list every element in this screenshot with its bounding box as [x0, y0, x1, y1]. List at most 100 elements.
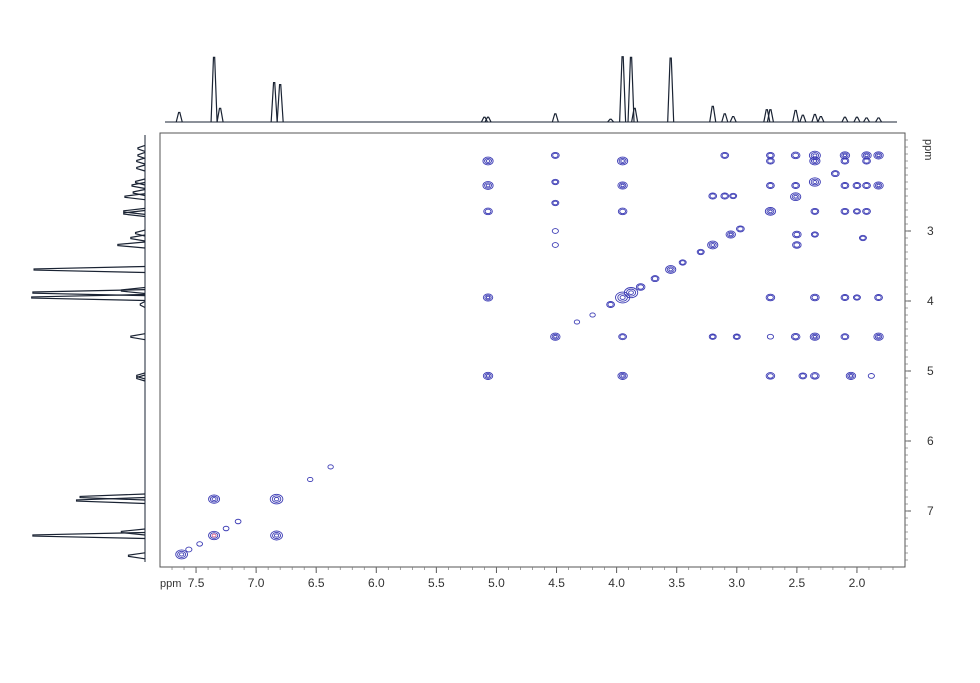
top-spectrum-peak	[627, 56, 635, 123]
cross-peak-contour	[840, 333, 850, 341]
cross-peak	[873, 332, 884, 341]
cross-peak	[573, 319, 581, 325]
cross-peak	[185, 546, 193, 553]
top-spectrum-peak	[709, 105, 717, 123]
cross-peak-contour	[811, 294, 819, 301]
cross-peak-contour	[550, 151, 560, 159]
left-spectrum-peak	[124, 193, 146, 201]
cross-peak-contour	[709, 334, 716, 339]
cross-peak-contour	[840, 157, 850, 165]
cross-peak	[483, 207, 493, 216]
left-spectrum-peak	[136, 164, 146, 172]
cross-peak-contour	[482, 156, 494, 166]
cross-peak	[840, 182, 850, 189]
cross-peak-contour	[863, 158, 870, 164]
cross-peak-contour	[791, 182, 801, 189]
cross-peak-contour	[551, 333, 559, 340]
x-tick-label: 6.0	[368, 576, 385, 590]
cross-peak	[589, 312, 596, 318]
cross-peak-contour	[177, 550, 187, 558]
y-tick-label: 5	[927, 364, 934, 378]
top-spectrum-peak	[721, 113, 729, 123]
left-1d-spectrum	[31, 135, 146, 562]
cross-peak-contour	[874, 182, 883, 189]
top-spectrum-peak	[484, 116, 492, 123]
cross-peak	[550, 151, 560, 159]
cross-peak-contour	[484, 182, 492, 189]
cross-peak-contour	[862, 157, 871, 165]
cross-peak-contour	[848, 374, 854, 378]
cross-peak	[792, 241, 802, 249]
cross-peak-contour	[482, 293, 494, 302]
cross-peak-contour	[175, 549, 188, 560]
cross-peak-contour	[551, 242, 559, 248]
left-spectrum-peak	[117, 241, 146, 249]
cross-peak	[809, 156, 821, 166]
cross-peak	[551, 178, 560, 186]
left-spectrum-peak	[136, 157, 146, 165]
cross-peak-contour	[196, 541, 204, 547]
cross-peak	[845, 371, 857, 380]
cross-peak-contour	[209, 532, 219, 539]
cross-peak	[766, 333, 774, 340]
cross-peak-contour	[185, 546, 193, 553]
cross-peak-contour	[270, 530, 283, 541]
cross-peak-contour	[860, 235, 866, 241]
cross-peak-contour	[272, 531, 282, 540]
cross-peak-contour	[635, 283, 646, 291]
cross-peak-contour	[665, 265, 677, 274]
cross-peak-contour	[273, 496, 280, 502]
cross-peak	[736, 225, 745, 233]
cross-peak-contour	[606, 301, 615, 308]
x-tick-label: 2.5	[789, 576, 806, 590]
cross-peak-contour	[790, 332, 801, 341]
cross-peak-contour	[766, 208, 775, 215]
left-spectrum-peak	[32, 531, 146, 540]
top-spectrum-peak	[766, 109, 775, 123]
cross-peak-contour	[551, 178, 560, 186]
cross-peak-contour	[617, 156, 629, 166]
cross-peak	[270, 530, 283, 541]
left-spectrum-peak	[134, 178, 146, 186]
y-tick-label: 7	[927, 504, 934, 518]
cross-peak-contour	[618, 373, 627, 379]
cross-peak-contour	[623, 287, 639, 299]
left-spectrum-peak	[79, 493, 146, 501]
cross-peak-contour	[791, 193, 800, 200]
cross-peak	[665, 265, 677, 274]
x-tick-label: 3.5	[668, 576, 685, 590]
left-spectrum-peak	[134, 229, 146, 237]
cross-peak-contour	[793, 242, 801, 248]
cross-peak	[766, 182, 775, 189]
cross-peak-contour	[307, 476, 314, 483]
cross-peak	[810, 293, 820, 302]
top-spectrum-peak	[863, 117, 871, 123]
x-tick-label: 2.0	[849, 576, 866, 590]
cross-peak	[840, 207, 850, 215]
cross-peak-contour	[550, 332, 561, 341]
cross-peak-contour	[764, 207, 776, 216]
cross-peak-contour	[840, 207, 850, 215]
cross-peak-contour	[211, 533, 217, 538]
cross-peak-contour	[852, 182, 862, 189]
cross-peak	[852, 294, 861, 301]
cross-peak-contour	[812, 180, 818, 184]
cross-peak-contour	[666, 266, 675, 273]
cross-peak-contour	[234, 518, 242, 525]
cross-peak-contour	[874, 333, 883, 340]
cross-peak-contour	[482, 371, 494, 380]
top-spectrum-peak	[175, 111, 183, 123]
x-tick-label: 5.0	[488, 576, 505, 590]
left-spectrum-peak	[136, 372, 146, 380]
left-spectrum-peak	[137, 144, 146, 152]
top-spectrum-peak	[875, 117, 883, 123]
cross-peak-contour	[873, 332, 884, 341]
x-axis: 7.5 7.0 6.5 6.0 5.5 5.0 4.5 4.0 3.5 3.0 2.5 2.0 ppm	[160, 567, 894, 590]
cross-peak-contour	[721, 193, 728, 199]
cross-peak	[810, 207, 820, 215]
cross-peak-contour	[589, 312, 596, 318]
cross-peak-contour	[873, 181, 884, 190]
top-1d-spectrum	[165, 56, 897, 123]
cross-peak	[617, 207, 628, 216]
cross-peak-contour	[799, 373, 806, 379]
